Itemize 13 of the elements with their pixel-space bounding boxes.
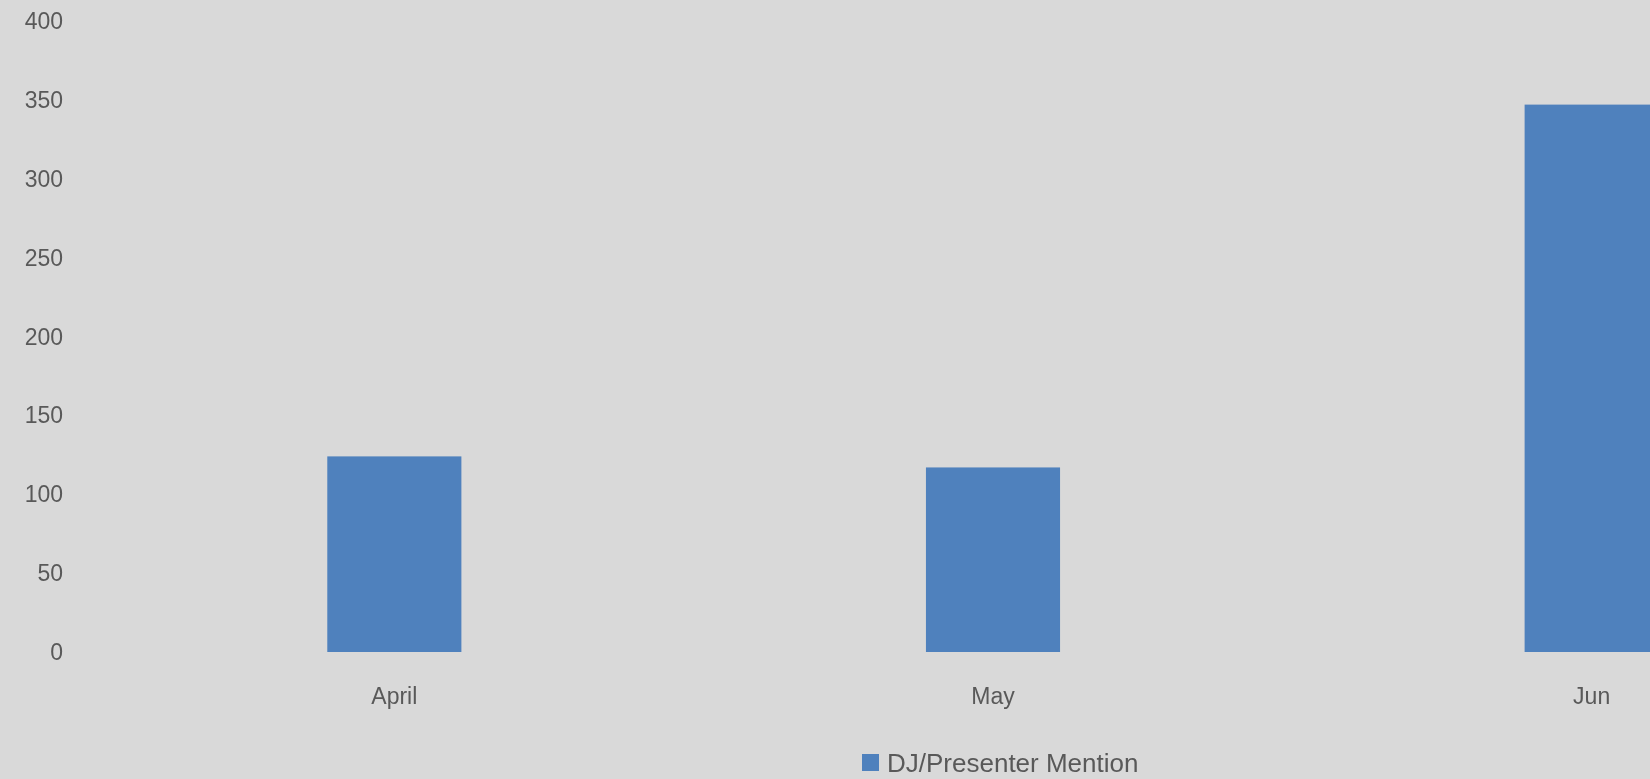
x-tick-label: Jun <box>1573 683 1611 709</box>
x-tick-label: May <box>971 683 1016 709</box>
y-tick-label: 350 <box>24 86 63 113</box>
y-tick-label: 250 <box>24 244 63 271</box>
y-tick-label: 50 <box>37 560 63 587</box>
y-tick-label: 300 <box>24 165 63 192</box>
legend-label: DJ/Presenter Mention <box>887 748 1139 779</box>
x-tick-label: April <box>371 683 418 709</box>
y-tick-label: 200 <box>24 323 63 350</box>
y-tick-label: 400 <box>24 8 63 35</box>
y-tick-label: 150 <box>24 402 63 429</box>
y-tick-label: 100 <box>24 481 63 508</box>
y-tick-label: 0 <box>50 639 63 666</box>
